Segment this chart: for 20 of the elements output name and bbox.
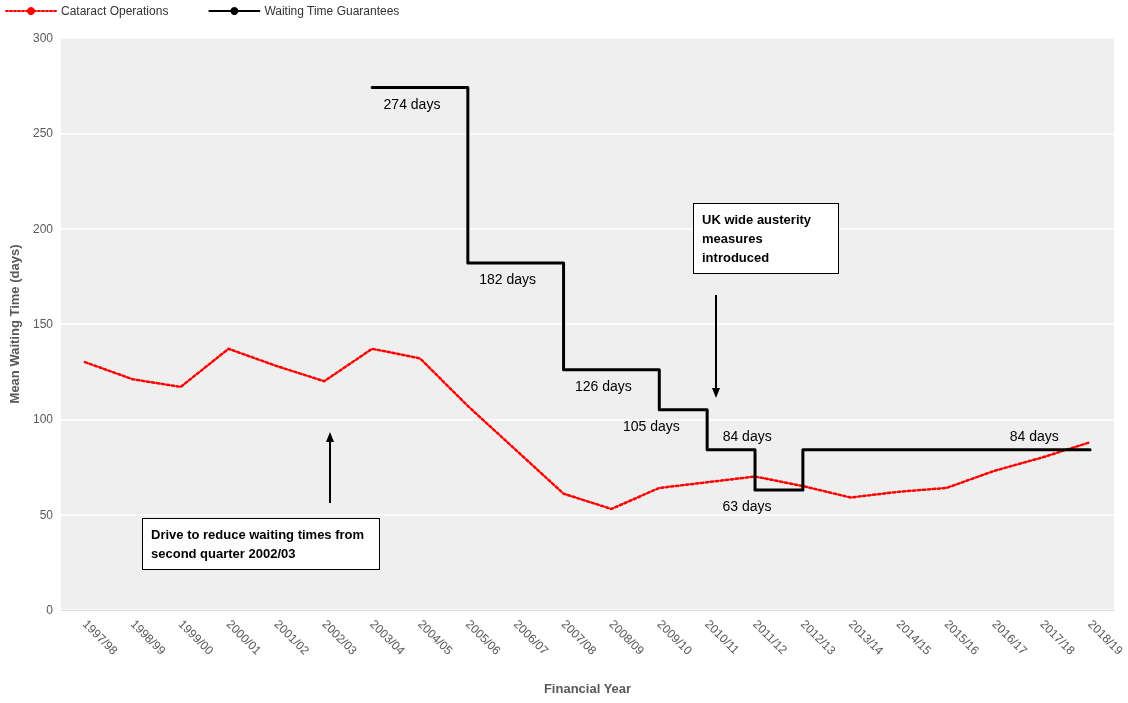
annotation: 84 days (1009, 427, 1059, 444)
annotation: UK wide austerity measures introduced (693, 203, 839, 274)
legend-label: Waiting Time Guarantees (264, 4, 400, 18)
x-axis-title: Financial Year (543, 681, 632, 696)
annotation: 84 days (722, 427, 772, 444)
y-tick-label: 0 (46, 603, 54, 617)
legend-label: Cataract Operations (61, 4, 169, 18)
annotation: 274 days (383, 95, 441, 112)
y-tick-label: 250 (32, 126, 54, 141)
annotation: 105 days (622, 417, 680, 434)
y-tick-label: 100 (32, 412, 54, 427)
annotation: 63 days (722, 497, 772, 514)
y-tick-label: 300 (32, 31, 54, 45)
annotation: 126 days (575, 377, 632, 394)
y-tick-label: 200 (32, 221, 54, 236)
y-tick-label: 50 (39, 507, 54, 522)
annotation: 182 days (479, 270, 537, 287)
y-axis-title: Mean Waiting Time (days) (7, 244, 22, 404)
annotation: Drive to reduce waiting times from second quarter 2002/03 (142, 518, 380, 570)
y-tick-label: 150 (32, 317, 54, 331)
